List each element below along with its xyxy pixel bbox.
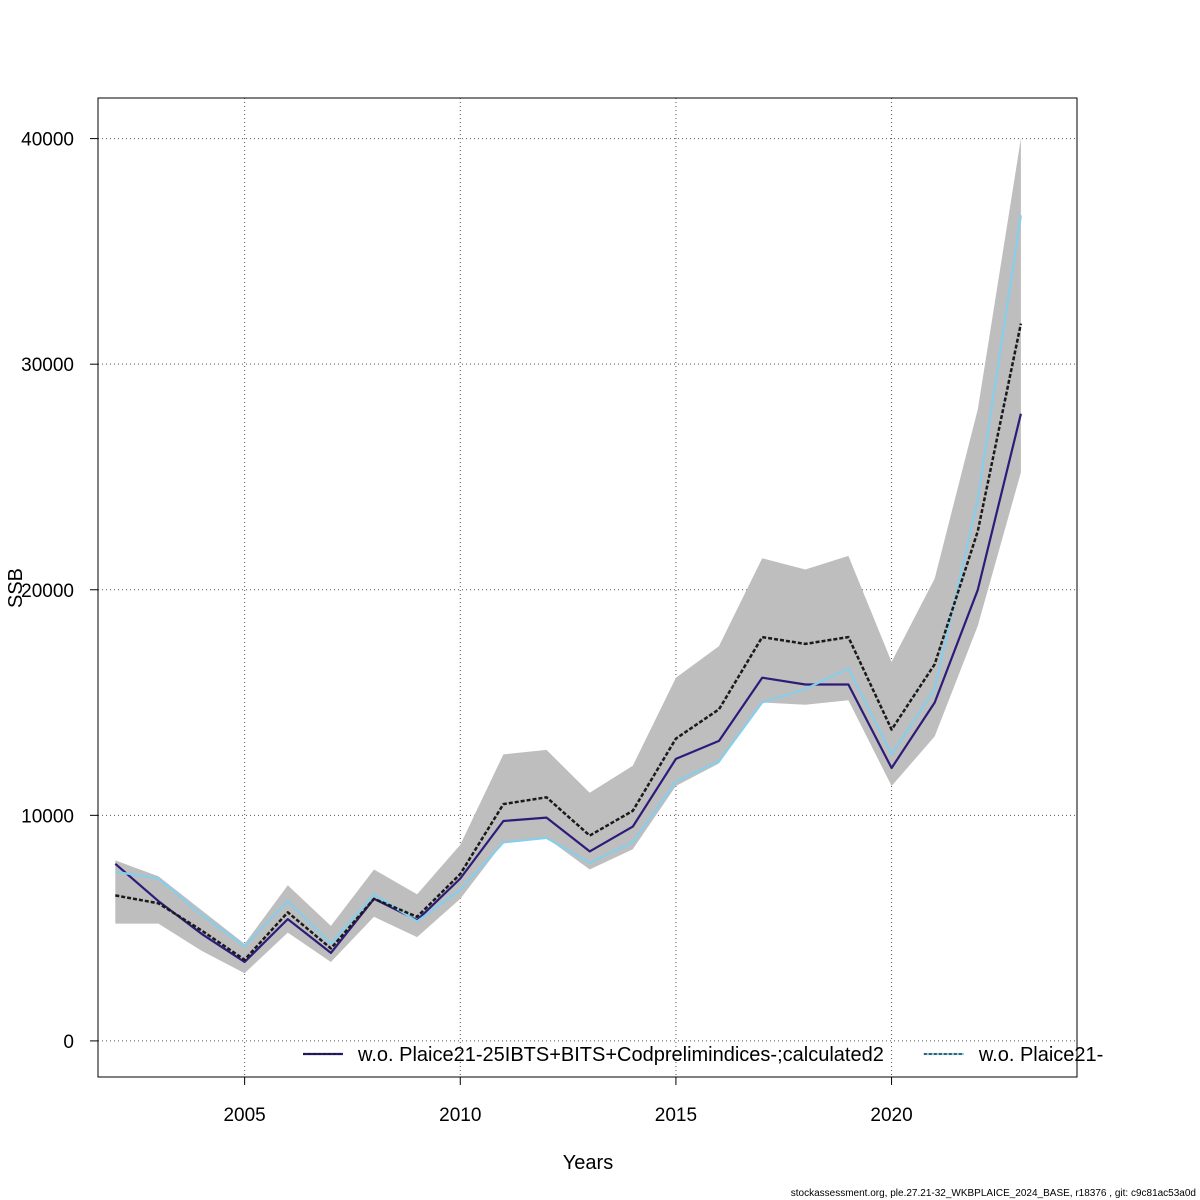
series-line-2: [115, 215, 1022, 948]
series-line-1: [114, 413, 1022, 964]
x-tick-label: 2010: [439, 1105, 481, 1126]
y-tick-label: 30000: [21, 355, 74, 376]
series-line-3: [115, 323, 1023, 961]
confidence-band: [115, 138, 1021, 974]
y-axis-title: SSB: [5, 568, 27, 608]
series-lines: [114, 215, 1023, 964]
legend: w.o. Plaice21-25IBTS+BITS+Codprelimindic…: [303, 1044, 1103, 1066]
footer-credit: stockassessment.org, ple.27.21-32_WKBPLA…: [791, 1188, 1196, 1199]
legend-label: w.o. Plaice21-: [978, 1044, 1104, 1066]
y-tick-label: 40000: [21, 130, 74, 151]
y-axis: 0 10000 20000 30000 40000: [21, 130, 98, 1053]
legend-label: w.o. Plaice21-25IBTS+BITS+Codprelimindic…: [357, 1044, 884, 1066]
plot-frame: [97, 97, 1078, 1078]
y-tick-label: 0: [63, 1032, 74, 1053]
x-axis: 2005 2010 2015 2020: [223, 1077, 913, 1126]
x-tick-label: 2015: [655, 1105, 697, 1126]
x-axis-title: Years: [563, 1152, 613, 1174]
x-tick-label: 2020: [870, 1105, 912, 1126]
x-tick-label: 2005: [223, 1105, 265, 1126]
y-tick-label: 10000: [21, 806, 74, 827]
y-tick-label: 20000: [21, 581, 74, 602]
